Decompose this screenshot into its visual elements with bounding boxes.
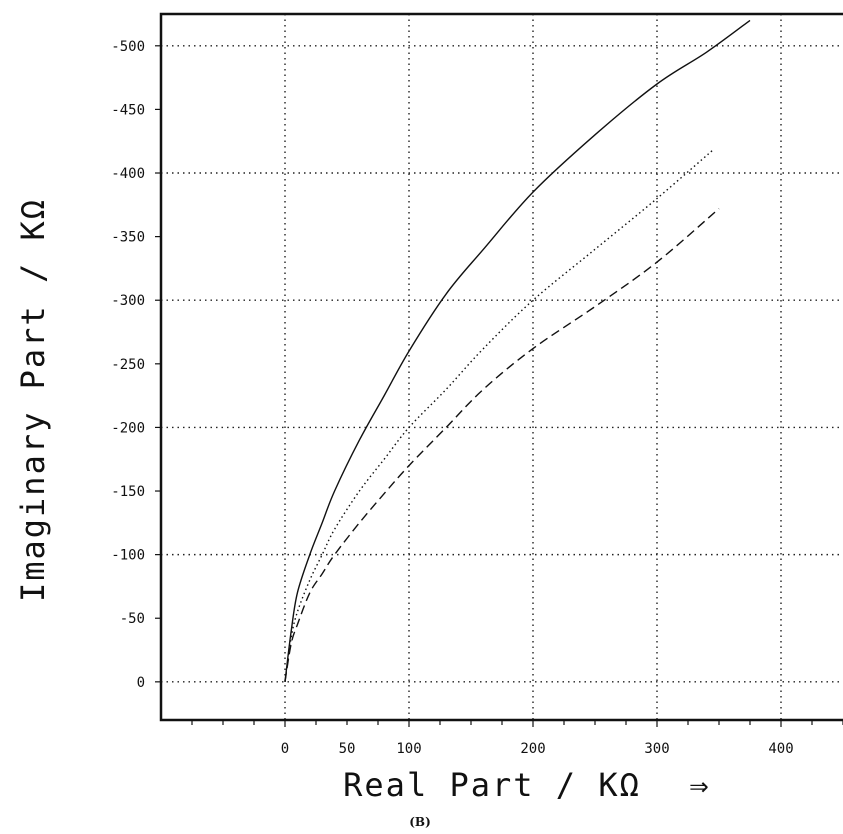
x-axis-arrow: ⇒ [689, 766, 710, 804]
y-tick-label: -500 [111, 39, 145, 55]
tick-labels: 0 50 100 200 300 400 0 -50 -100 -150 -200 -250 -300 -… [111, 39, 793, 757]
grid-lines [161, 14, 843, 720]
x-tick-label: 0 [281, 741, 289, 757]
plot-frame [159, 12, 843, 722]
x-tick-label: 200 [520, 741, 545, 757]
y-axis-title: Imaginary Part / KΩ [14, 198, 52, 602]
x-tick-label: 300 [644, 741, 669, 757]
y-tick-label: -350 [111, 230, 145, 246]
y-tick-label: -450 [111, 102, 145, 118]
y-tick-label: -300 [111, 293, 145, 309]
y-tick-label: -200 [111, 420, 145, 436]
series-line-solid [284, 19, 751, 682]
y-tick-label: -400 [111, 166, 145, 182]
y-tick-label: 0 [137, 675, 145, 691]
series-line-dashed [284, 208, 720, 682]
data-curves [284, 19, 751, 682]
y-tick-label: -150 [111, 484, 145, 500]
axis-ticks [155, 45, 843, 727]
x-tick-label: 50 [339, 741, 356, 757]
x-tick-label: 100 [396, 741, 421, 757]
series-line-dotted [284, 149, 714, 682]
y-tick-label: -50 [120, 611, 145, 627]
x-tick-label: 400 [768, 741, 793, 757]
y-tick-label: -250 [111, 357, 145, 373]
x-axis-title: Real Part / KΩ [343, 766, 641, 804]
y-tick-label: -100 [111, 548, 145, 564]
panel-label: (B) [409, 815, 431, 829]
